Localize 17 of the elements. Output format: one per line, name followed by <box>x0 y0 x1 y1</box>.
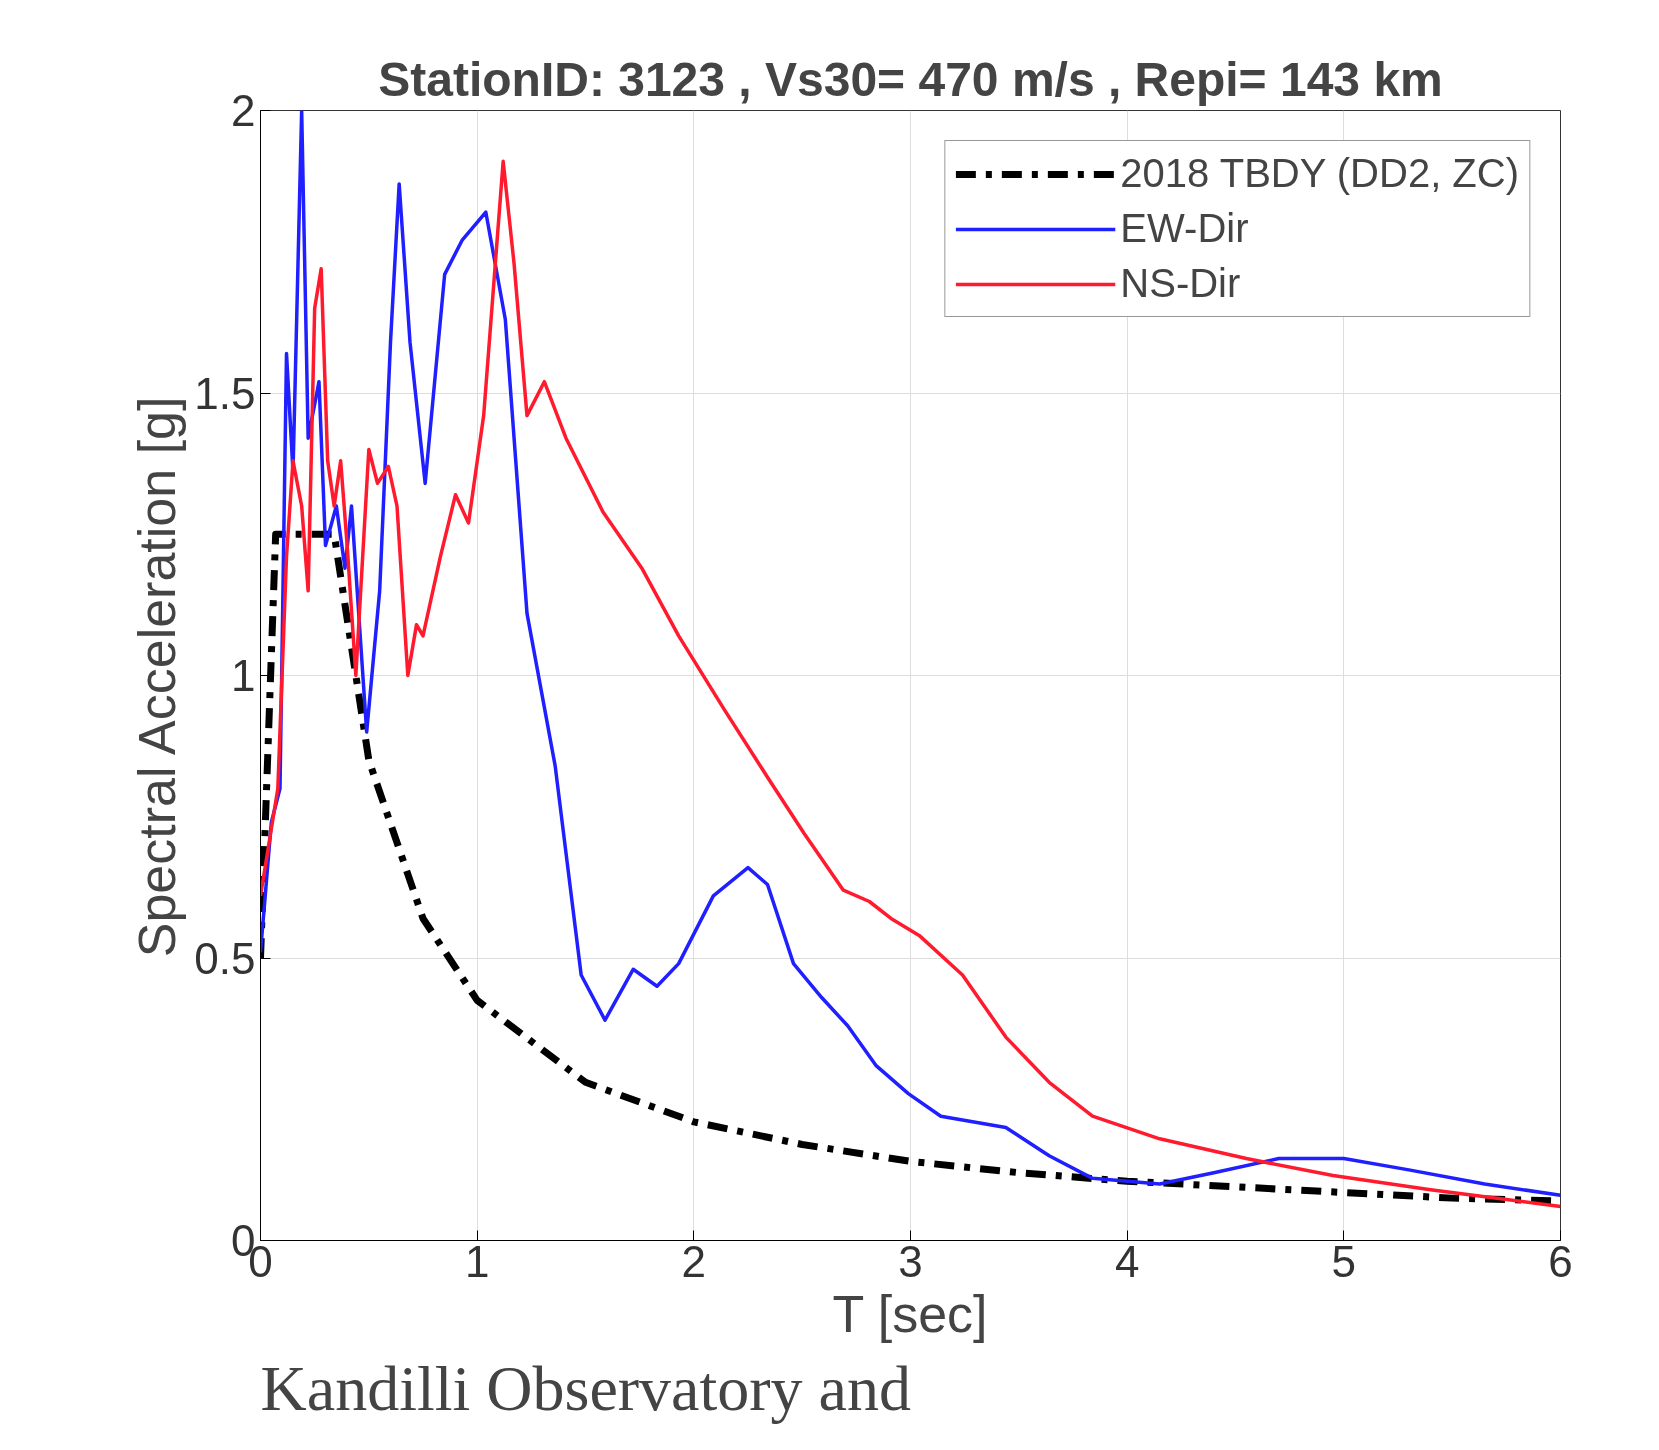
x-tick-label: 2 <box>681 1236 707 1286</box>
y-tick-label: 1.5 <box>194 368 256 418</box>
x-tick-label: 4 <box>1114 1236 1140 1286</box>
x-tick-label: 5 <box>1331 1236 1357 1286</box>
x-tick-label: 1 <box>464 1236 490 1286</box>
legend-label: EW-Dir <box>1120 206 1249 251</box>
y-tick-label: 2 <box>231 86 256 135</box>
y-tick-label: 1 <box>231 651 256 700</box>
text: Kandilli Observatory and <box>260 1352 911 1424</box>
x-tick-label: 6 <box>1548 1236 1573 1286</box>
x-axis-title: T [sec] <box>832 1284 988 1343</box>
legend-label: NS-Dir <box>1120 261 1241 306</box>
chart-title: StationID: 3123 , Vs30= 470 m/s , Repi= 143 km <box>378 52 1443 106</box>
x-tick-label: 3 <box>898 1236 923 1286</box>
y-axis-title: Spectral Acceleration [g] <box>128 396 187 958</box>
legend-label: 2018 TBDY (DD2, ZC) <box>1120 151 1519 196</box>
y-tick-label: 0.5 <box>194 933 256 983</box>
